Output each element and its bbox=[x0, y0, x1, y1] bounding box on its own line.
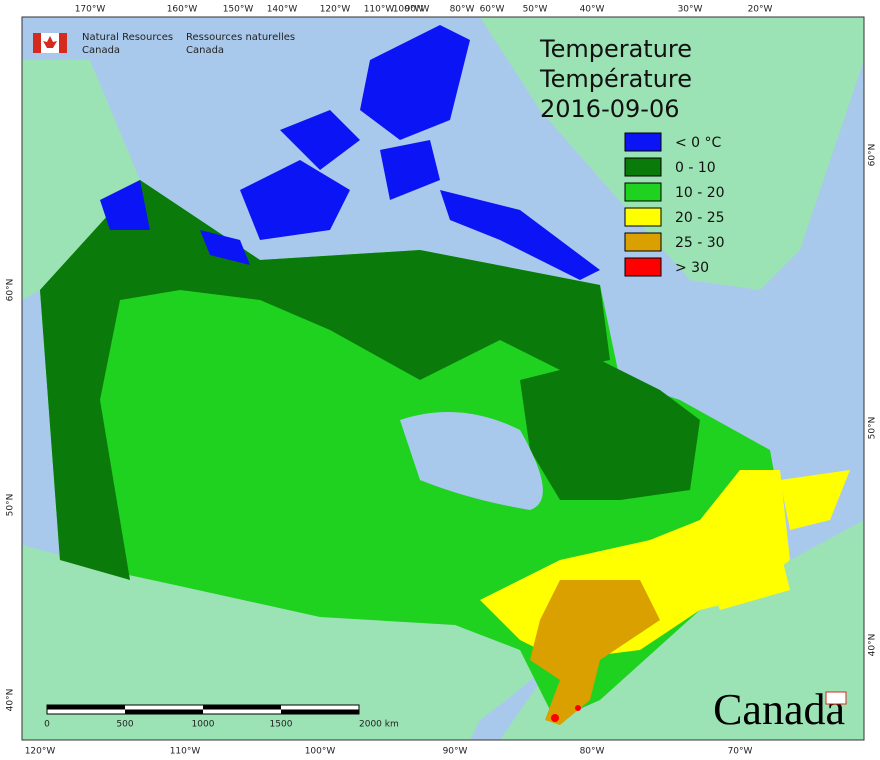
graticule-label: 80°W bbox=[450, 5, 475, 15]
title: Temperature bbox=[539, 35, 692, 63]
great-lakes bbox=[470, 660, 555, 740]
graticule-label: 110°W bbox=[170, 747, 201, 757]
legend-label: 25 - 30 bbox=[675, 235, 725, 251]
legend-swatch bbox=[624, 207, 662, 227]
legend-swatch bbox=[624, 232, 662, 252]
title: Température bbox=[539, 65, 692, 93]
graticule-label: 40°N bbox=[6, 689, 16, 712]
zone-0-10-quebec bbox=[520, 360, 700, 500]
zone-below-0 bbox=[100, 25, 600, 280]
flag bbox=[59, 33, 67, 53]
scale-bar-label: 1000 bbox=[192, 720, 215, 730]
graticule-label: 80°W bbox=[580, 747, 605, 757]
greenland bbox=[480, 17, 864, 290]
usa bbox=[22, 520, 864, 740]
zone-0-10 bbox=[40, 180, 610, 580]
graticule-label: 50°W bbox=[523, 5, 548, 15]
agency-fr: Ressources naturelles bbox=[186, 32, 295, 43]
agency-fr: Canada bbox=[186, 45, 224, 56]
graticule-label: 30°W bbox=[678, 5, 703, 15]
zone-20-25-maritimes bbox=[700, 550, 790, 610]
scale-bar-segment bbox=[281, 709, 359, 714]
legend-swatch bbox=[624, 157, 662, 177]
graticule-label: 60°N bbox=[868, 144, 878, 167]
scale-bar: 0 500 1000 1500 2000 km bbox=[44, 704, 399, 730]
graticule-label: 160°W bbox=[167, 5, 198, 15]
scale-bar-segment bbox=[203, 705, 281, 710]
legend-label: 10 - 20 bbox=[675, 185, 725, 201]
zone-over-30 bbox=[575, 705, 581, 711]
agency-en: Natural Resources bbox=[82, 32, 173, 43]
date: 2016-09-06 bbox=[540, 95, 679, 123]
hudson-bay bbox=[400, 412, 543, 510]
graticule-label: 60°N bbox=[6, 279, 16, 302]
graticule-label: 40°N bbox=[868, 634, 878, 657]
legend-label: 0 - 10 bbox=[675, 160, 716, 176]
graticule-label: 50°N bbox=[6, 494, 16, 517]
maple-leaf bbox=[43, 36, 57, 48]
zone-25-30 bbox=[530, 580, 660, 725]
wordmark-flag bbox=[825, 691, 847, 705]
alaska bbox=[22, 60, 140, 300]
graticule-label: 20°W bbox=[748, 5, 773, 15]
graticule-label: 110°W bbox=[364, 5, 395, 15]
scale-bar-label: 500 bbox=[116, 720, 133, 730]
graticule-label: 170°W bbox=[75, 5, 106, 15]
graticule-label: 120°W bbox=[25, 747, 56, 757]
graticule-label: 100°W bbox=[393, 5, 424, 15]
legend-swatch bbox=[624, 257, 662, 277]
graticule-label: 120°W bbox=[320, 5, 351, 15]
graticule-label: 90°W bbox=[443, 747, 468, 757]
graticule-label: 140°W bbox=[267, 5, 298, 15]
legend-label: 20 - 25 bbox=[675, 210, 725, 226]
scale-bar-segment bbox=[47, 705, 125, 710]
graticule-label: 60°W bbox=[480, 5, 505, 15]
scale-bar-label: 2000 km bbox=[359, 720, 399, 730]
legend-swatch bbox=[624, 132, 662, 152]
scale-bar-segment bbox=[125, 709, 203, 714]
flag bbox=[33, 33, 41, 53]
graticule-label: 40°W bbox=[580, 5, 605, 15]
graticule-label: 150°W bbox=[223, 5, 254, 15]
zone-20-25-nfld bbox=[780, 470, 850, 530]
graticule-label: 100°W bbox=[305, 747, 336, 757]
graticule-label: 70°W bbox=[728, 747, 753, 757]
legend-swatch bbox=[624, 182, 662, 202]
graticule-label: 90°W bbox=[405, 5, 430, 15]
legend-label: > 30 bbox=[675, 260, 709, 276]
wordmark: Canada bbox=[713, 685, 845, 734]
legend: < 0 °C 0 - 10 10 - 20 20 - 25 25 - 30 > 30 bbox=[624, 132, 725, 277]
scale-bar-label: 1500 bbox=[270, 720, 293, 730]
map-border bbox=[21, 16, 865, 741]
legend-label: < 0 °C bbox=[675, 135, 722, 151]
graticule-label: 50°N bbox=[868, 417, 878, 440]
zone-over-30 bbox=[551, 714, 559, 722]
scale-bar-label: 0 bbox=[44, 720, 50, 730]
agency-en: Canada bbox=[82, 45, 120, 56]
